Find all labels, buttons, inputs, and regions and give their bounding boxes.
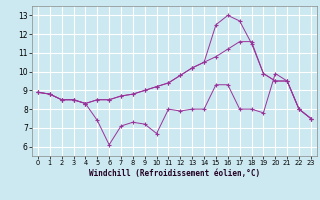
X-axis label: Windchill (Refroidissement éolien,°C): Windchill (Refroidissement éolien,°C) (89, 169, 260, 178)
